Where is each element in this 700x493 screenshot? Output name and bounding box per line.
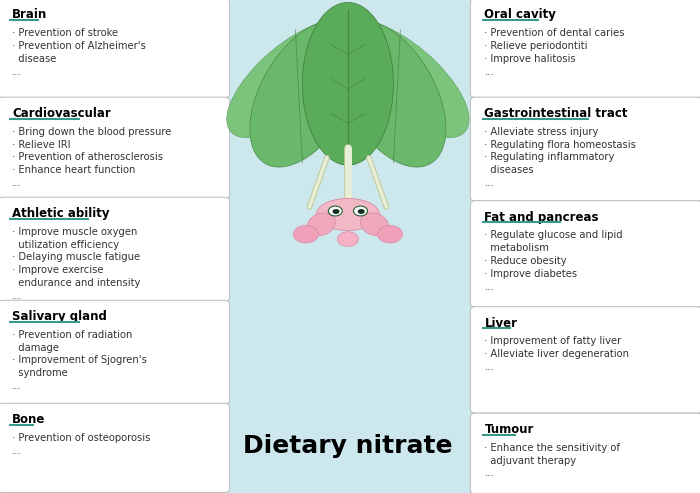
FancyBboxPatch shape <box>0 0 230 98</box>
Text: · Prevention of osteoporosis: · Prevention of osteoporosis <box>12 433 150 443</box>
Text: metabolism: metabolism <box>484 243 550 253</box>
Text: ...: ... <box>484 468 494 478</box>
Text: ...: ... <box>484 67 494 76</box>
Circle shape <box>377 225 402 243</box>
Text: · Regulate glucose and lipid: · Regulate glucose and lipid <box>484 230 623 240</box>
Ellipse shape <box>302 2 393 165</box>
Text: · Improve diabetes: · Improve diabetes <box>484 269 578 279</box>
FancyBboxPatch shape <box>470 413 700 493</box>
Text: · Improve halitosis: · Improve halitosis <box>484 54 576 64</box>
Text: Fat and pancreas: Fat and pancreas <box>484 211 599 223</box>
FancyBboxPatch shape <box>0 300 230 404</box>
Text: · Improve muscle oxygen: · Improve muscle oxygen <box>12 227 137 237</box>
Text: Brain: Brain <box>12 8 47 21</box>
Text: ...: ... <box>12 67 22 76</box>
Text: ...: ... <box>12 446 22 456</box>
Text: syndrome: syndrome <box>12 368 68 378</box>
Text: · Prevention of radiation: · Prevention of radiation <box>12 330 132 340</box>
Text: ...: ... <box>484 178 494 188</box>
Text: · Reduce obesity: · Reduce obesity <box>484 256 567 266</box>
Text: · Regulating flora homeostasis: · Regulating flora homeostasis <box>484 140 636 149</box>
Circle shape <box>293 225 319 243</box>
Ellipse shape <box>227 20 357 138</box>
Ellipse shape <box>307 213 335 236</box>
Circle shape <box>337 232 358 246</box>
Text: · Alleviate liver degeneration: · Alleviate liver degeneration <box>484 349 629 359</box>
Text: · Regulating inflammatory: · Regulating inflammatory <box>484 152 615 162</box>
Text: Liver: Liver <box>484 317 517 329</box>
FancyBboxPatch shape <box>470 0 700 98</box>
Text: · Delaying muscle fatigue: · Delaying muscle fatigue <box>12 252 140 262</box>
FancyBboxPatch shape <box>0 197 230 301</box>
Text: Athletic ability: Athletic ability <box>12 207 109 220</box>
Circle shape <box>358 209 365 214</box>
Text: · Prevention of Alzheimer's: · Prevention of Alzheimer's <box>12 41 146 51</box>
Ellipse shape <box>360 213 388 236</box>
Text: Oral cavity: Oral cavity <box>484 8 556 21</box>
Text: · Enhance the sensitivity of: · Enhance the sensitivity of <box>484 443 620 453</box>
Text: · Improvement of Sjogren's: · Improvement of Sjogren's <box>12 355 147 365</box>
Text: Dietary nitrate: Dietary nitrate <box>243 434 453 458</box>
Ellipse shape <box>250 20 362 167</box>
Text: ...: ... <box>12 178 22 188</box>
Circle shape <box>328 206 342 216</box>
Text: Tumour: Tumour <box>484 423 534 436</box>
FancyBboxPatch shape <box>0 403 230 493</box>
Text: ...: ... <box>12 291 22 301</box>
Text: · Improvement of fatty liver: · Improvement of fatty liver <box>484 336 622 346</box>
Text: damage: damage <box>12 343 59 352</box>
Text: · Improve exercise: · Improve exercise <box>12 265 104 275</box>
FancyBboxPatch shape <box>470 307 700 413</box>
Ellipse shape <box>316 199 379 231</box>
Text: · Bring down the blood pressure: · Bring down the blood pressure <box>12 127 172 137</box>
Circle shape <box>354 206 368 216</box>
Text: endurance and intensity: endurance and intensity <box>12 278 140 288</box>
Ellipse shape <box>334 20 446 167</box>
Text: · Relieve IRI: · Relieve IRI <box>12 140 71 149</box>
Text: adjuvant therapy: adjuvant therapy <box>484 456 577 465</box>
Text: · Prevention of atherosclerosis: · Prevention of atherosclerosis <box>12 152 163 162</box>
Text: · Enhance heart function: · Enhance heart function <box>12 165 135 175</box>
Text: Cardiovascular: Cardiovascular <box>12 107 111 120</box>
FancyBboxPatch shape <box>0 97 230 199</box>
Text: ...: ... <box>12 381 22 391</box>
Text: Bone: Bone <box>12 413 46 426</box>
Text: ...: ... <box>484 362 494 372</box>
Text: · Prevention of stroke: · Prevention of stroke <box>12 28 118 38</box>
Text: Salivary gland: Salivary gland <box>12 310 107 323</box>
Text: · Relieve periodontiti: · Relieve periodontiti <box>484 41 588 51</box>
Circle shape <box>332 209 340 214</box>
FancyBboxPatch shape <box>470 201 700 307</box>
Text: Gastrointestinal tract: Gastrointestinal tract <box>484 107 628 120</box>
FancyBboxPatch shape <box>470 97 700 201</box>
Text: disease: disease <box>12 54 56 64</box>
Text: utilization efficiency: utilization efficiency <box>12 240 119 249</box>
Text: · Alleviate stress injury: · Alleviate stress injury <box>484 127 598 137</box>
Text: · Prevention of dental caries: · Prevention of dental caries <box>484 28 625 38</box>
Ellipse shape <box>339 20 469 138</box>
Text: diseases: diseases <box>484 165 534 175</box>
Text: ...: ... <box>484 282 494 291</box>
